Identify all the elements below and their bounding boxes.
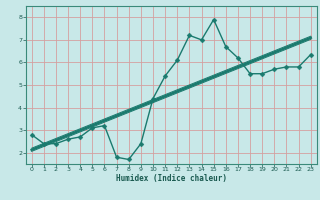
X-axis label: Humidex (Indice chaleur): Humidex (Indice chaleur) [116, 174, 227, 183]
